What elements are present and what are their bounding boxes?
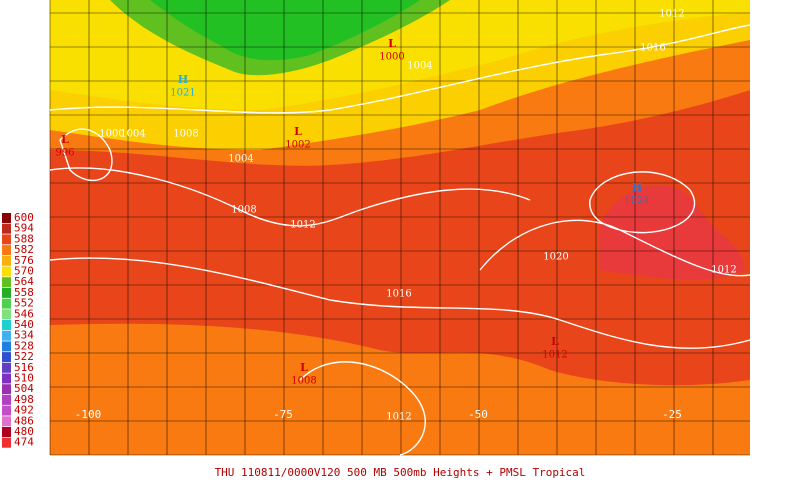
contour-label: 1016: [386, 289, 411, 300]
legend-label: 534: [14, 329, 34, 342]
system-symbol: L: [551, 335, 559, 348]
legend-swatch: [2, 384, 11, 395]
legend-swatch: [2, 320, 11, 330]
legend-swatch: [2, 373, 11, 384]
contour-label: 1004: [407, 61, 432, 72]
legend-swatch: [2, 352, 11, 363]
legend-label: 510: [14, 372, 34, 385]
longitude-label: -25: [662, 408, 682, 421]
contour-label: 1000: [99, 129, 124, 140]
legend-swatch: [2, 362, 11, 373]
contour-label: 1004: [228, 154, 253, 165]
legend-swatch: [2, 394, 11, 405]
legend-swatch: [2, 416, 11, 427]
legend-swatch: [2, 309, 11, 320]
legend-swatch: [2, 245, 11, 256]
legend-swatch: [2, 427, 11, 437]
legend-label: 558: [14, 286, 34, 299]
system-symbol: L: [294, 125, 302, 138]
legend-swatch: [2, 213, 11, 223]
contour-label: 1008: [173, 129, 198, 140]
legend-label: 546: [14, 307, 34, 320]
legend-label: 540: [14, 318, 34, 331]
legend-label: 576: [14, 254, 34, 267]
legend-label: 522: [14, 350, 34, 363]
system-symbol: L: [388, 37, 396, 50]
legend-swatch: [2, 405, 11, 416]
legend-swatch: [2, 437, 11, 448]
longitude-label: -100: [75, 408, 102, 421]
system-pressure: 996: [55, 148, 74, 159]
caption: THU 110811/0000V120 500 MB 500mb Heights…: [215, 466, 586, 479]
contours: [49, 24, 751, 456]
grid: [49, 0, 750, 456]
legend-swatch: [2, 287, 11, 298]
contour-label: 1012: [386, 412, 411, 423]
map-labels: H 1021 L 996 L 1002 L 1000 H 1024 L 1012 L 1008 1012 10…: [55, 9, 736, 423]
legend: 6005945885825765705645585525465405345285…: [2, 211, 34, 449]
legend-label: 486: [14, 414, 34, 427]
system-pressure: 1012: [542, 350, 567, 361]
longitude-label: -75: [273, 408, 293, 421]
legend-swatch: [2, 341, 11, 352]
height-fill: [50, 0, 750, 455]
legend-label: 498: [14, 393, 34, 406]
legend-label: 564: [14, 275, 34, 288]
system-pressure: 1024: [624, 196, 649, 207]
contour-label: 1016: [640, 43, 665, 54]
system-pressure: 1008: [291, 376, 316, 387]
legend-label: 474: [14, 436, 34, 449]
contour-label: 1012: [711, 265, 736, 276]
legend-swatch: [2, 234, 11, 245]
legend-swatch: [2, 266, 11, 277]
system-pressure: 1000: [379, 52, 404, 63]
system-symbol: L: [300, 361, 308, 374]
legend-label: 492: [14, 404, 34, 417]
legend-swatch: [2, 330, 11, 341]
legend-label: 504: [14, 382, 34, 395]
system-symbol: L: [61, 133, 69, 146]
system-pressure: 1002: [285, 140, 310, 151]
legend-label: 582: [14, 243, 34, 256]
system-symbol: H: [178, 73, 188, 86]
legend-swatch: [2, 277, 11, 288]
legend-label: 528: [14, 339, 34, 352]
legend-label: 600: [14, 211, 34, 224]
legend-label: 588: [14, 232, 34, 245]
legend-label: 570: [14, 265, 34, 278]
legend-swatch: [2, 255, 11, 266]
legend-label: 516: [14, 361, 34, 374]
legend-label: 594: [14, 222, 34, 235]
contour-label: 1004: [120, 129, 145, 140]
contour-label: 1012: [290, 220, 315, 231]
legend-label: 480: [14, 425, 34, 438]
legend-label: 552: [14, 297, 34, 310]
legend-swatch: [2, 223, 11, 234]
system-pressure: 1021: [170, 88, 195, 99]
contour-label: 1012: [659, 9, 684, 20]
contour-label: 1008: [231, 205, 256, 216]
longitude-label: -50: [468, 408, 488, 421]
system-symbol: H: [632, 181, 642, 194]
contour-label: 1020: [543, 252, 568, 263]
legend-swatch: [2, 298, 11, 309]
